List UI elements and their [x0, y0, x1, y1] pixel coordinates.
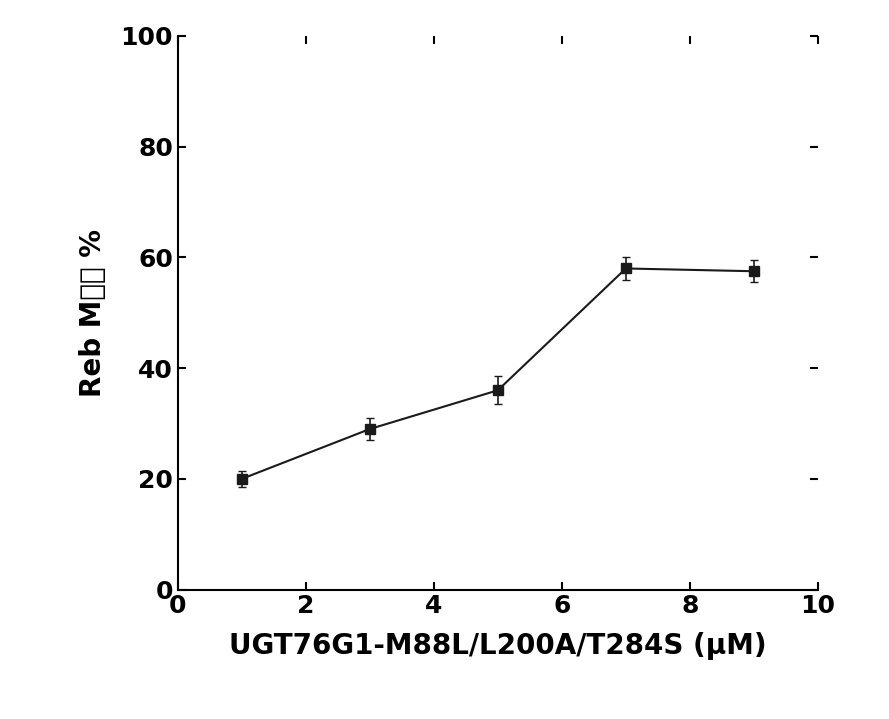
- Y-axis label: Reb M产率 %: Reb M产率 %: [78, 229, 107, 397]
- X-axis label: UGT76G1-M88L/L200A/T284S (μM): UGT76G1-M88L/L200A/T284S (μM): [229, 632, 766, 660]
